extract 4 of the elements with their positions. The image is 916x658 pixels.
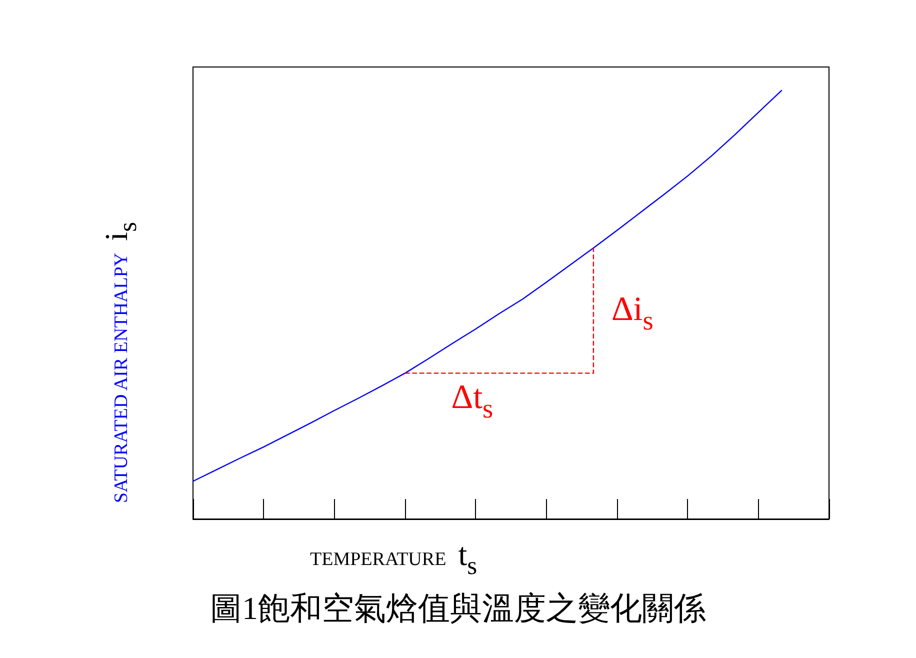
x-axis-title: TEMPERATURE t$_{s}$ [310, 536, 478, 580]
annotation: Δi$_{s}$ [611, 290, 654, 336]
annotation: Δt$_{s}$ [451, 379, 494, 424]
text: 圖1飽和空氣焓值與溫度之變化關係 [210, 590, 706, 626]
